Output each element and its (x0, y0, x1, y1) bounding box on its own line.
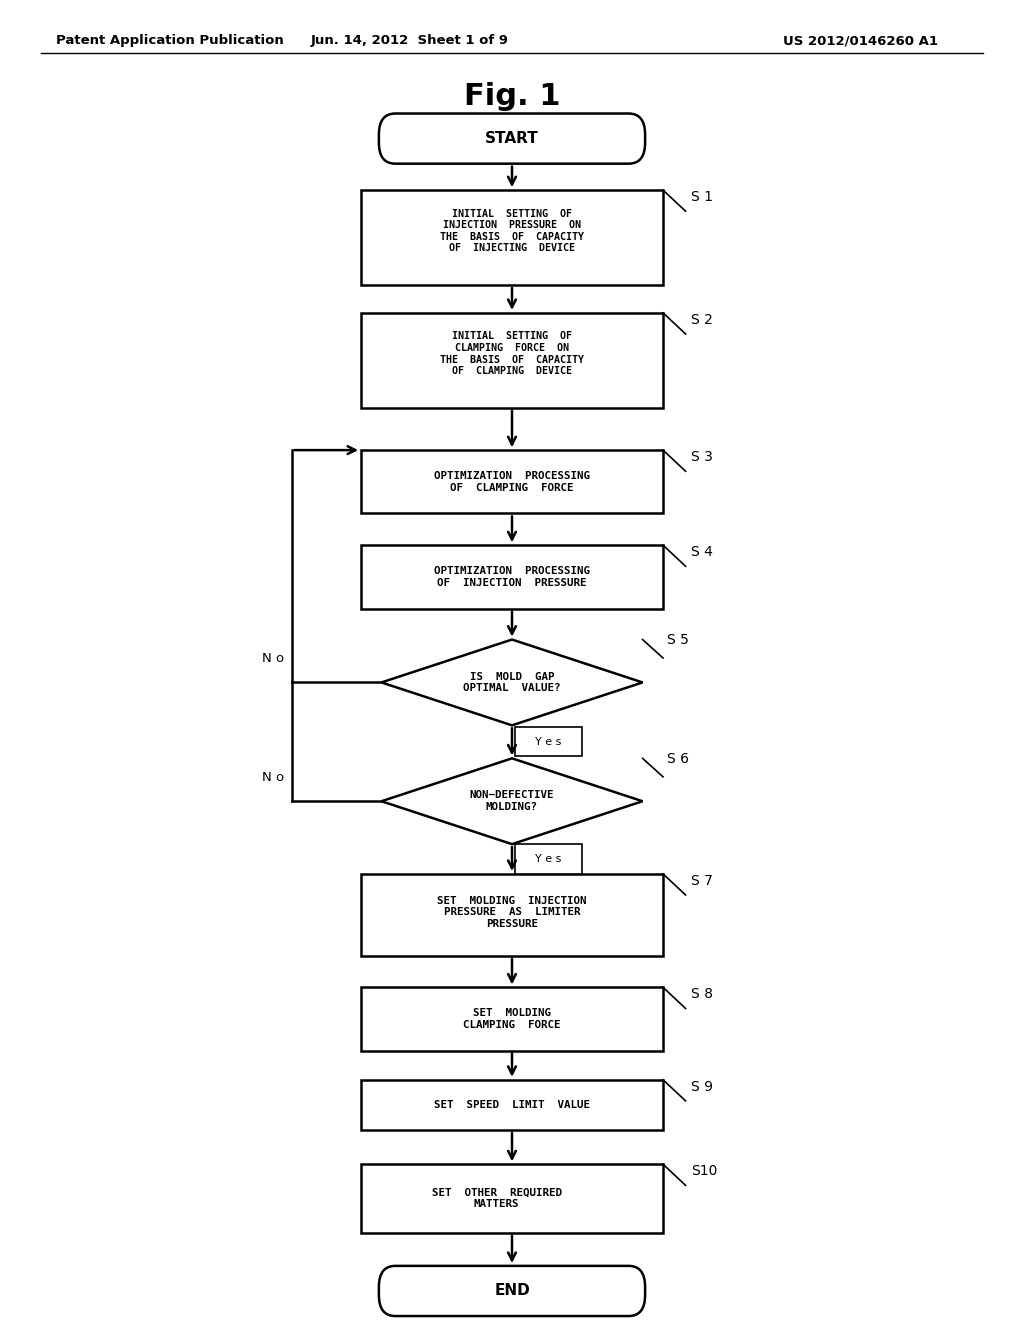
Text: END: END (495, 1283, 529, 1299)
Bar (361, 874, 664, 956)
Text: SET  MOLDING  INJECTION
PRESSURE  AS  LIMITER
PRESSURE: SET MOLDING INJECTION PRESSURE AS LIMITE… (437, 895, 587, 929)
Text: SET  SPEED  LIMIT  VALUE: SET SPEED LIMIT VALUE (434, 1100, 590, 1110)
Text: S 1: S 1 (690, 190, 713, 205)
Bar (515, 727, 582, 756)
Text: N o: N o (261, 771, 284, 784)
Text: START: START (485, 131, 539, 147)
Bar (361, 1164, 664, 1233)
Polygon shape (381, 758, 643, 845)
Text: INITIAL  SETTING  OF
INJECTION  PRESSURE  ON
THE  BASIS  OF  CAPACITY
OF  INJECT: INITIAL SETTING OF INJECTION PRESSURE ON… (440, 209, 584, 253)
Bar (515, 845, 582, 874)
Text: S 6: S 6 (668, 752, 689, 766)
Text: US 2012/0146260 A1: US 2012/0146260 A1 (782, 34, 938, 48)
Text: Patent Application Publication: Patent Application Publication (56, 34, 284, 48)
Polygon shape (381, 640, 643, 726)
Text: Fig. 1: Fig. 1 (464, 82, 560, 111)
FancyBboxPatch shape (379, 1266, 645, 1316)
Text: S 3: S 3 (690, 450, 713, 465)
Text: N o: N o (261, 652, 284, 665)
Text: NON−DEFECTIVE
MOLDING?: NON−DEFECTIVE MOLDING? (470, 791, 554, 812)
Text: S 5: S 5 (668, 634, 689, 647)
Text: IS  MOLD  GAP
OPTIMAL  VALUE?: IS MOLD GAP OPTIMAL VALUE? (463, 672, 561, 693)
Text: Y e s: Y e s (536, 854, 561, 865)
Text: S10: S10 (690, 1164, 717, 1179)
Text: INITIAL  SETTING  OF
CLAMPING  FORCE  ON
THE  BASIS  OF  CAPACITY
OF  CLAMPING  : INITIAL SETTING OF CLAMPING FORCE ON THE… (440, 331, 584, 376)
Bar (361, 1080, 664, 1130)
Text: S 7: S 7 (690, 874, 713, 888)
Text: SET  MOLDING
CLAMPING  FORCE: SET MOLDING CLAMPING FORCE (463, 1008, 561, 1030)
Text: S 8: S 8 (690, 987, 713, 1002)
Text: OPTIMIZATION  PROCESSING
OF  CLAMPING  FORCE: OPTIMIZATION PROCESSING OF CLAMPING FORC… (434, 471, 590, 492)
Text: S 2: S 2 (690, 313, 713, 327)
Text: SET  OTHER  REQUIRED
MATTERS: SET OTHER REQUIRED MATTERS (432, 1188, 561, 1209)
Text: S 9: S 9 (690, 1080, 713, 1094)
Text: Y e s: Y e s (536, 737, 561, 747)
Text: Jun. 14, 2012  Sheet 1 of 9: Jun. 14, 2012 Sheet 1 of 9 (310, 34, 509, 48)
Bar (361, 450, 664, 513)
Bar (361, 545, 664, 609)
Text: S 4: S 4 (690, 545, 713, 560)
FancyBboxPatch shape (379, 114, 645, 164)
Text: OPTIMIZATION  PROCESSING
OF  INJECTION  PRESSURE: OPTIMIZATION PROCESSING OF INJECTION PRE… (434, 566, 590, 587)
Bar (361, 190, 664, 285)
Bar (361, 987, 664, 1051)
Bar (361, 313, 664, 408)
